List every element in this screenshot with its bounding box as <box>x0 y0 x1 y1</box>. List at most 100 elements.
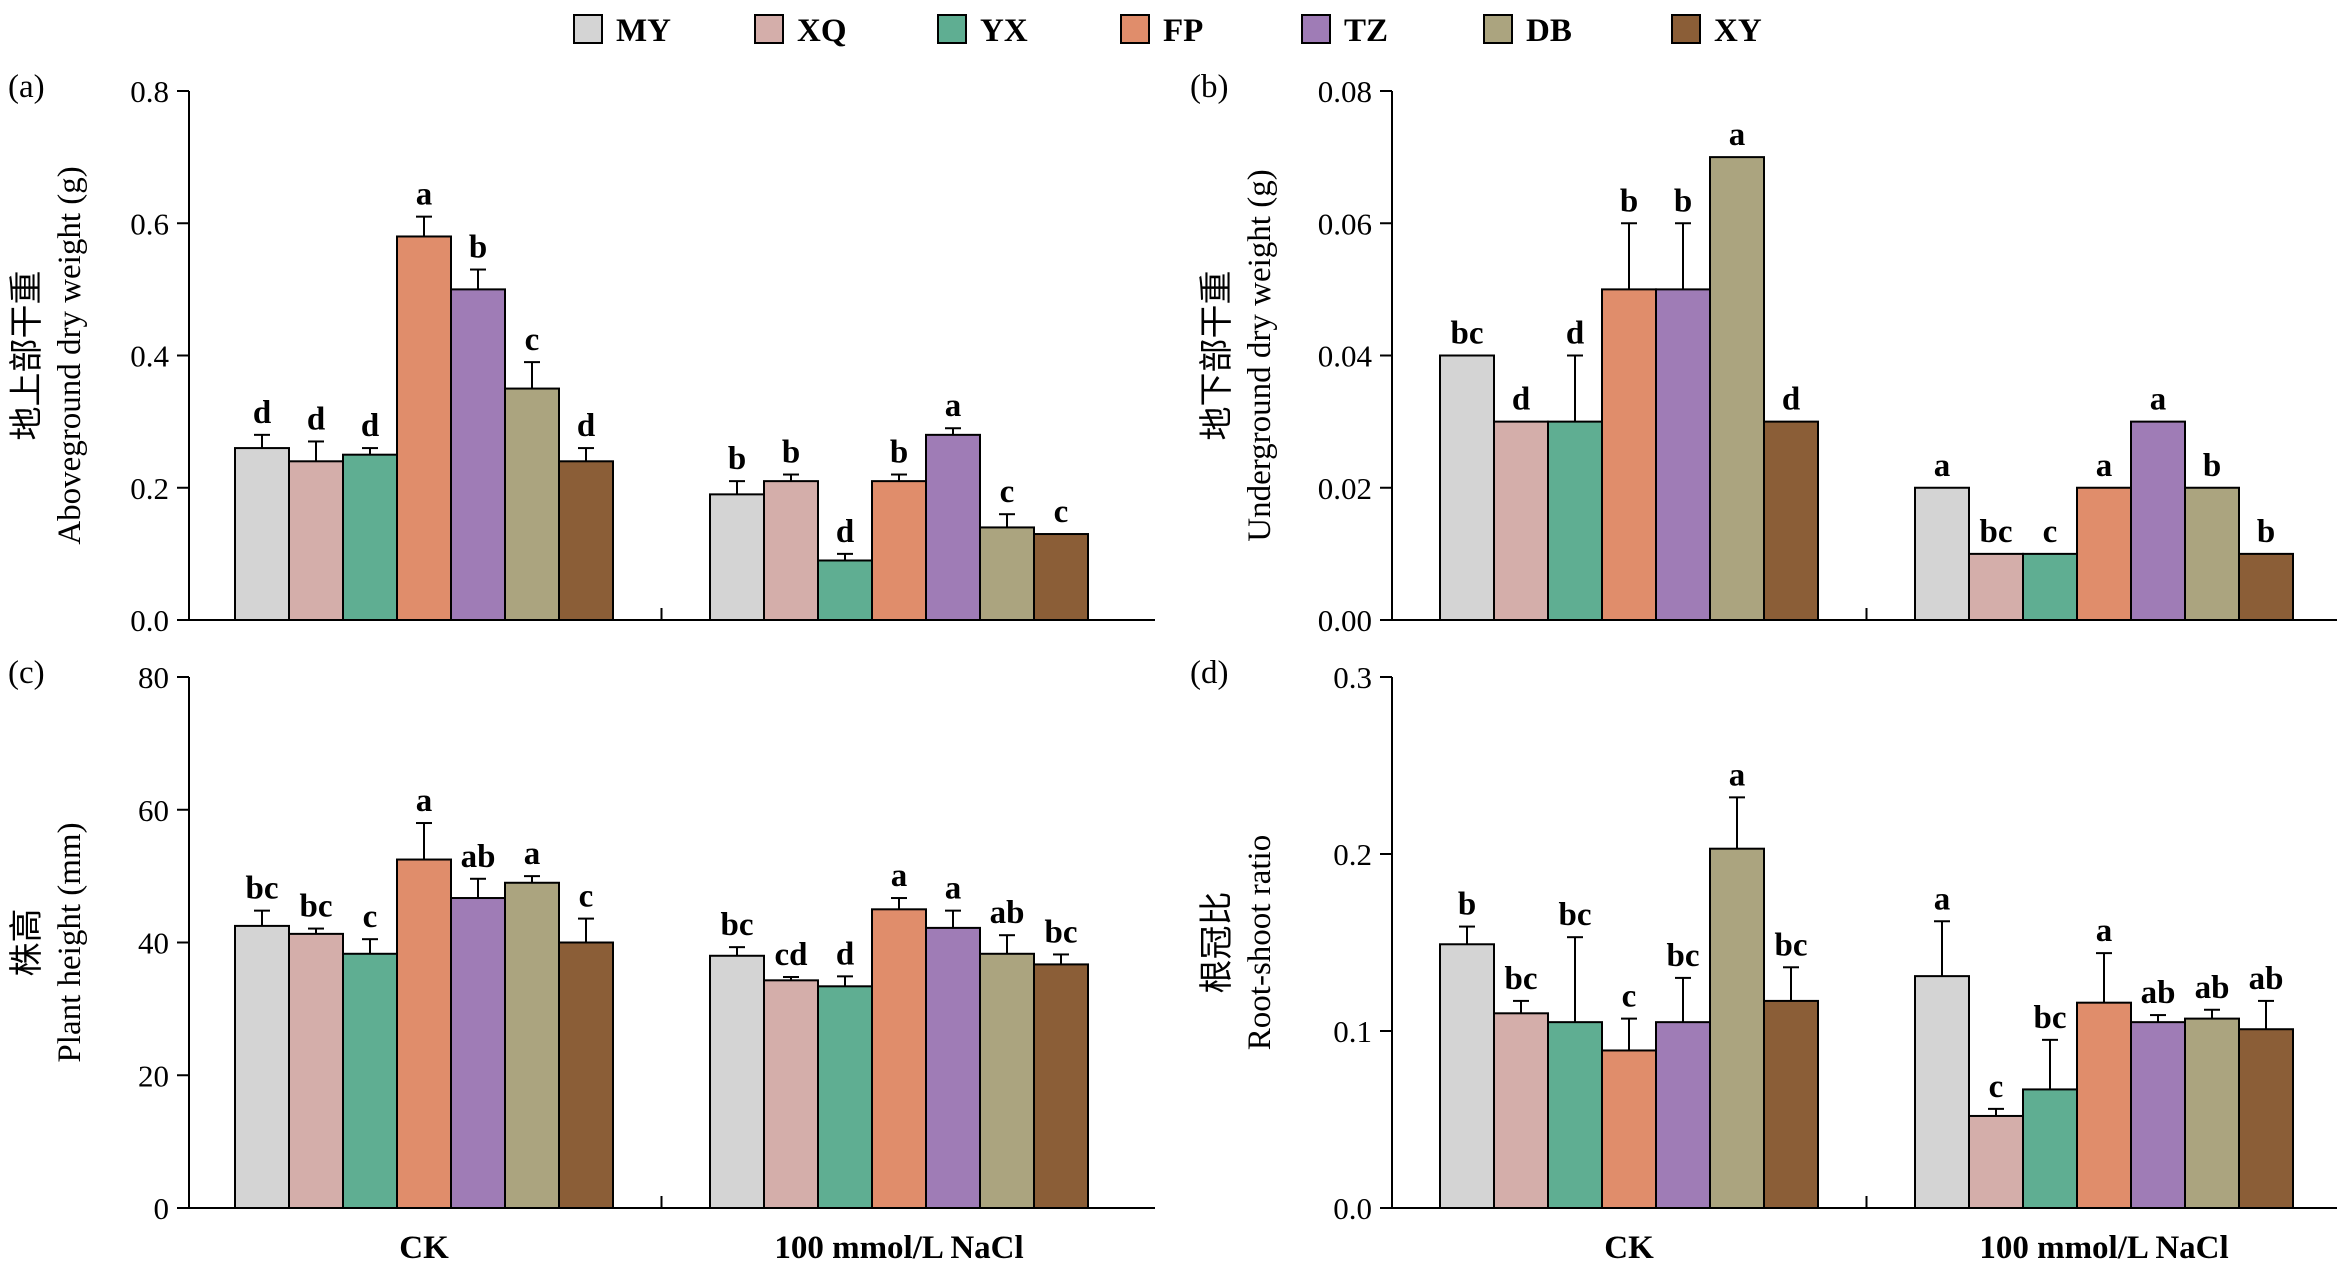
y-tick-label: 0 <box>154 1191 170 1226</box>
significance-letter: bc <box>246 871 279 907</box>
y-tick-label: 0.02 <box>1318 471 1372 506</box>
significance-letter: d <box>361 408 379 444</box>
legend-label-xq: XQ <box>797 13 847 49</box>
bar-fp-ck <box>396 235 452 621</box>
bar-xy-ck <box>1763 999 1819 1209</box>
bar-fp-ck <box>1601 1049 1657 1209</box>
legend-swatch-fp <box>1120 14 1150 44</box>
bar-my-ck <box>234 447 290 622</box>
bar-xq-ck <box>288 460 344 621</box>
bar-my-nacl <box>709 493 765 621</box>
significance-letter: c <box>1622 979 1637 1015</box>
bar-fp-nacl <box>871 480 927 622</box>
y-axis-title-cn: 地下部干重 <box>1198 271 1236 441</box>
significance-letter: d <box>577 408 595 444</box>
significance-letter: cd <box>775 937 808 973</box>
significance-letter: bc <box>1451 316 1484 352</box>
significance-letter: ab <box>2249 961 2284 997</box>
bar-xy-nacl <box>1033 533 1089 621</box>
bar-db-ck <box>1709 156 1765 621</box>
y-tick-label: 0.06 <box>1318 206 1372 241</box>
panel-label: (b) <box>1190 69 1228 105</box>
bar-yx-ck <box>342 952 398 1209</box>
significance-letter: a <box>2096 913 2113 949</box>
bar-fp-ck <box>396 858 452 1209</box>
significance-letter: bc <box>1980 514 2013 550</box>
y-axis-title: Plant height (mm) <box>52 822 88 1062</box>
significance-letter: d <box>307 401 325 437</box>
y-axis-title: Aboveground dry weight (g) <box>52 166 88 545</box>
legend-label-fp: FP <box>1163 13 1203 49</box>
significance-letter: b <box>1620 183 1638 219</box>
y-axis-title: Root-shoot ratio <box>1242 835 1278 1050</box>
significance-letter: b <box>890 435 908 471</box>
bar-my-ck <box>234 924 290 1209</box>
x-category-label: 100 mmol/L NaCl <box>774 1230 1023 1266</box>
legend-swatch-yx <box>937 14 967 44</box>
bar-my-ck <box>1439 943 1495 1210</box>
bar-tz-ck <box>450 897 506 1209</box>
x-category-label: 100 mmol/L NaCl <box>1979 1230 2228 1266</box>
bar-yx-ck <box>1547 420 1603 621</box>
significance-letter: b <box>728 441 746 477</box>
significance-letter: bc <box>1775 927 1808 963</box>
bar-db-ck <box>1709 847 1765 1209</box>
significance-letter: bc <box>300 889 333 925</box>
y-tick-label: 0.00 <box>1318 603 1372 638</box>
bar-my-nacl <box>1914 486 1970 621</box>
significance-letter: a <box>945 871 962 907</box>
y-tick-label: 0.3 <box>1333 660 1372 695</box>
y-tick-label: 0.08 <box>1318 74 1372 109</box>
legend-swatch-my <box>573 14 603 44</box>
significance-letter: b <box>782 435 800 471</box>
y-tick-label: 0.0 <box>130 603 169 638</box>
bar-tz-nacl <box>2130 420 2186 621</box>
significance-letter: b <box>1458 887 1476 923</box>
significance-letter: a <box>2096 448 2113 484</box>
significance-letter: c <box>525 322 540 358</box>
significance-letter: c <box>2043 514 2058 550</box>
significance-letter: bc <box>721 907 754 943</box>
legend-label-db: DB <box>1526 13 1572 49</box>
y-tick-label: 40 <box>138 926 169 961</box>
y-tick-label: 0.4 <box>130 339 169 374</box>
bar-tz-nacl <box>925 433 981 621</box>
bar-yx-nacl <box>2022 552 2078 621</box>
significance-letter: b <box>469 230 487 266</box>
significance-letter: b <box>2257 514 2275 550</box>
significance-letter: a <box>416 783 433 819</box>
legend-label-xy: XY <box>1714 13 1762 49</box>
x-category-label: CK <box>399 1230 449 1266</box>
significance-letter: a <box>1729 757 1746 793</box>
bar-yx-nacl <box>2022 1088 2078 1210</box>
significance-letter: a <box>2150 382 2167 418</box>
y-tick-label: 0.8 <box>130 74 169 109</box>
panel-a: 0.0 0.2 0.4 0.6 0.8 (a) 地上部干重 Aboveground dry w… <box>8 69 1155 638</box>
bar-xq-ck <box>1493 420 1549 621</box>
y-tick-label: 0.0 <box>1333 1191 1372 1226</box>
y-axis-title: Underground dry weight (g) <box>1242 169 1278 541</box>
significance-letter: d <box>253 395 271 431</box>
y-tick-label: 0.6 <box>130 206 169 241</box>
bar-my-nacl <box>1914 975 1970 1209</box>
y-axis-title-cn: 地上部干重 <box>8 271 46 441</box>
legend-label-tz: TZ <box>1344 13 1388 49</box>
significance-letter: bc <box>1559 897 1592 933</box>
bar-xq-ck <box>288 932 344 1210</box>
bar-xy-ck <box>558 941 614 1209</box>
bar-xy-nacl <box>1033 963 1089 1209</box>
bar-db-ck <box>504 881 560 1209</box>
significance-letter: ab <box>461 839 496 875</box>
panel-b: 0.00 0.02 0.04 0.06 0.08 (b) 地下部干重 Underground … <box>1190 69 2337 638</box>
bar-db-nacl <box>2184 486 2240 621</box>
bar-db-nacl <box>979 526 1035 621</box>
significance-letter: bc <box>1667 938 1700 974</box>
bar-xq-nacl <box>1968 1114 2024 1209</box>
y-tick-label: 20 <box>138 1058 169 1093</box>
legend-swatch-xq <box>754 14 784 44</box>
significance-letter: d <box>1566 316 1584 352</box>
panel-label: (d) <box>1190 655 1228 691</box>
y-tick-label: 0.2 <box>130 471 169 506</box>
y-tick-label: 0.2 <box>1333 837 1372 872</box>
